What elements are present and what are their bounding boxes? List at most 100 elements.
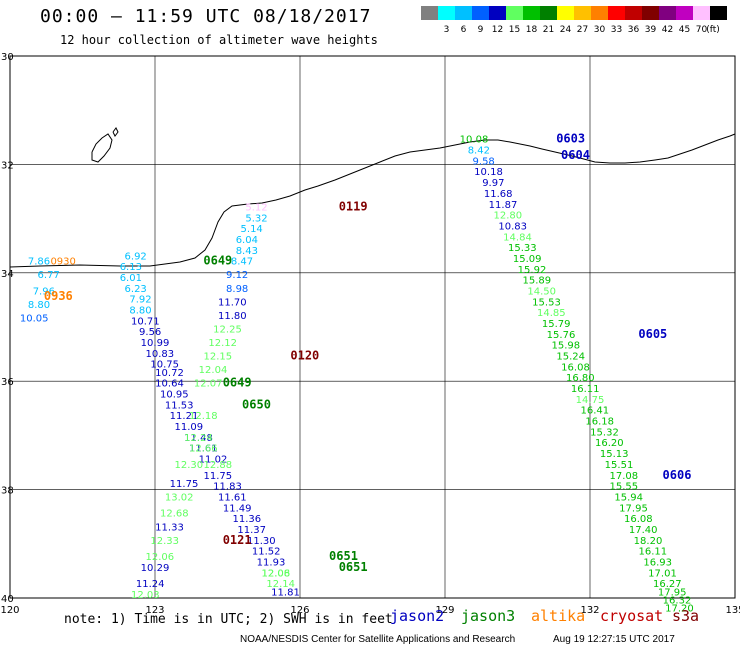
colorbar-label: 9: [478, 25, 484, 35]
colorbar-label: 15: [509, 25, 520, 35]
wave-height-value: 12.14: [266, 579, 295, 590]
map-title: 00:00 – 11:59 UTC 08/18/2017: [40, 6, 372, 27]
legend-jason3: jason3: [461, 607, 516, 625]
wave-height-value: 11.24: [136, 579, 165, 590]
wave-height-value: 5.14: [241, 224, 263, 235]
wave-height-value: 11.02: [199, 455, 228, 466]
colorbar-label: 18: [526, 25, 538, 35]
colorbar-label: 42: [662, 25, 673, 35]
y-tick-label: 38: [1, 486, 14, 497]
wave-height-value: 18.20: [634, 536, 663, 547]
wave-height-value: 14.84: [503, 232, 532, 243]
wave-height-value: 11.48: [184, 433, 213, 444]
wave-height-value: 14.75: [576, 395, 605, 406]
wave-height-value: 12.80: [494, 211, 523, 222]
wave-height-value: 6.01: [120, 273, 142, 284]
wave-height-value: 16.11: [571, 384, 600, 395]
wave-height-value: 11.93: [257, 557, 286, 568]
wave-height-value: 13.02: [165, 492, 194, 503]
track-altika: 7.86 6.77 7.96 8.80 10.05 0930: [20, 257, 76, 325]
wave-height-value: 15.94: [614, 492, 643, 503]
wave-height-value: 16.27: [653, 579, 682, 590]
pass-time-label: 0651: [339, 560, 368, 574]
colorbar-swatch: [676, 6, 693, 20]
pass-time-label: 0120: [290, 349, 319, 363]
wave-height-value: 6.13: [120, 262, 142, 273]
pass-time-label: 0119: [339, 199, 368, 213]
wave-height-value: 11.30: [247, 536, 276, 547]
wave-height-value: 7.92: [129, 295, 151, 306]
wave-height-value: 17.20: [665, 604, 694, 615]
wave-height-value: 7.86: [28, 257, 50, 268]
altimeter-tracks: 7.86 6.77 7.96 8.80 10.05 0930 6.926.136.016.2…: [20, 135, 694, 615]
wave-height-value: 11.83: [213, 482, 242, 493]
colorbar-label: 36: [628, 25, 640, 35]
colorbar-legend: 3 6 9 12 15 18 21 24 27 30 33 36 39 42 45 70(ft): [421, 6, 727, 35]
pass-time-label: 0649: [203, 254, 232, 268]
wave-height-value: 15.79: [542, 319, 571, 330]
wave-height-value: 6.77: [38, 270, 60, 281]
map-frame: [9, 55, 736, 599]
wave-height-value: 17.40: [629, 525, 658, 536]
wave-height-value: 5.32: [245, 213, 267, 224]
wave-height-value: 15.76: [547, 330, 576, 341]
wave-height-value: 10.71: [131, 316, 160, 327]
colorbar-swatch: [659, 6, 676, 20]
wave-height-value: 10.83: [498, 221, 527, 232]
wave-height-value: 10.83: [146, 349, 175, 360]
colorbar-swatch: [693, 6, 710, 20]
colorbar-label: 39: [645, 25, 657, 35]
pass-time-label: 0650: [242, 397, 271, 411]
colorbar-swatch: [540, 6, 557, 20]
wave-height-value: 16.32: [663, 595, 692, 606]
map-border: [9, 55, 736, 599]
wave-height-value: 12.07: [194, 379, 223, 390]
wave-height-value: 10.72: [155, 368, 184, 379]
wave-height-value: 8.80: [28, 300, 50, 311]
wave-height-value: 11.52: [252, 547, 281, 558]
wave-height-value: 12.04: [199, 365, 228, 376]
coastline: [9, 127, 736, 268]
wave-height-value: 10.18: [474, 167, 503, 178]
wave-height-value: 11.61: [189, 444, 218, 455]
wave-height-value: 10.05: [20, 314, 49, 325]
wave-height-value: 12.03: [131, 590, 160, 601]
wave-height-value: 11.21: [170, 411, 199, 422]
y-tick-label: 36: [1, 377, 14, 388]
y-tick-label: 30: [1, 52, 14, 63]
colorbar-swatch: [455, 6, 472, 20]
x-tick-label: 120: [0, 605, 19, 616]
wave-height-value: 11.81: [271, 587, 300, 598]
pass-time-label: 0603: [556, 132, 585, 146]
colorbar-swatch: [438, 6, 455, 20]
track-jason2-east: 10.088.429.5810.189.9711.6811.8712.8010.…: [460, 135, 694, 615]
wave-height-value: 11.49: [223, 503, 252, 514]
colorbar-swatch: [642, 6, 659, 20]
wave-height-value: 12.24: [184, 433, 213, 444]
wave-height-value: 14.85: [537, 308, 566, 319]
coastline-island: [91, 133, 113, 163]
wave-height-value: 12.08: [262, 568, 291, 579]
wave-height-value: 16.80: [566, 373, 595, 384]
colorbar-label: 27: [577, 25, 588, 35]
wave-height-value: 11.09: [175, 422, 204, 433]
wave-height-value: 9.97: [482, 178, 504, 189]
colorbar-swatch: [608, 6, 625, 20]
wave-height-value: 15.13: [600, 449, 629, 460]
wave-height-value: 15.55: [610, 482, 639, 493]
wave-height-value: 10.64: [155, 379, 184, 390]
wave-height-value: 15.24: [556, 352, 585, 363]
wave-height-value: 16.08: [561, 362, 590, 373]
pass-time-label: 0605: [638, 327, 667, 341]
credit-line: NOAA/NESDIS Center for Satellite Applica…: [240, 634, 516, 645]
track-jason3-east: 12.66 12.88 12.08: [189, 444, 290, 580]
wave-height-value: 17.01: [648, 568, 677, 579]
wave-height-value: 15.32: [590, 427, 619, 438]
wave-height-value: 6.92: [125, 251, 147, 262]
y-tick-label: 34: [1, 269, 14, 280]
generated-timestamp: Aug 19 12:27:15 UTC 2017: [553, 634, 675, 645]
wave-height-value: 11.68: [484, 189, 513, 200]
wave-height-value: 12.33: [150, 536, 179, 547]
wave-height-value: 9.12: [226, 270, 248, 281]
